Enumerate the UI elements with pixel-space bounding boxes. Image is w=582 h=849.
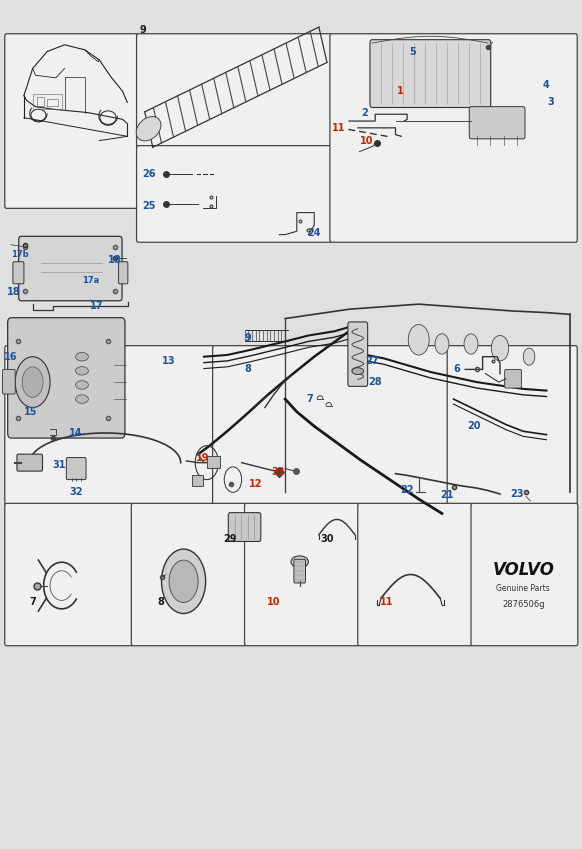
Circle shape [491,335,509,361]
Bar [192,475,203,486]
Text: 9: 9 [140,25,146,36]
Text: 11: 11 [332,123,345,132]
Circle shape [15,357,50,408]
Text: 32: 32 [69,487,83,498]
FancyBboxPatch shape [17,454,42,471]
FancyBboxPatch shape [244,503,360,646]
FancyBboxPatch shape [505,369,521,388]
Text: 19: 19 [196,453,210,464]
Text: 11: 11 [380,598,393,608]
FancyBboxPatch shape [19,236,122,301]
FancyBboxPatch shape [469,107,525,139]
Text: 7: 7 [29,598,36,608]
Text: VOLVO: VOLVO [492,561,554,579]
Ellipse shape [76,367,88,375]
FancyBboxPatch shape [5,503,133,646]
FancyBboxPatch shape [330,34,577,242]
Text: 13: 13 [162,356,176,366]
Text: 31: 31 [52,460,66,470]
Text: 2876506g: 2876506g [502,599,545,609]
Circle shape [169,560,198,603]
Text: 10: 10 [267,598,281,608]
Text: 24: 24 [307,228,321,238]
FancyBboxPatch shape [447,346,577,505]
Text: 3: 3 [548,98,555,108]
Circle shape [162,549,205,614]
Text: 23: 23 [510,489,524,499]
Text: 20: 20 [467,421,481,431]
Text: 18: 18 [6,287,20,297]
Text: 5: 5 [410,47,416,57]
Text: 1: 1 [397,87,403,97]
Ellipse shape [76,395,88,403]
FancyBboxPatch shape [358,503,473,646]
Text: 29: 29 [223,534,237,544]
Bar [33,94,62,110]
Text: 17a: 17a [82,276,100,285]
FancyBboxPatch shape [13,261,24,284]
Ellipse shape [76,352,88,361]
Circle shape [523,348,535,365]
FancyBboxPatch shape [5,346,214,505]
FancyBboxPatch shape [5,34,139,208]
Text: 6: 6 [453,364,460,374]
FancyBboxPatch shape [2,369,15,394]
Text: 21: 21 [440,490,453,500]
FancyBboxPatch shape [212,346,448,505]
Text: 17: 17 [90,301,103,311]
Text: 30: 30 [321,534,334,544]
Circle shape [435,334,449,354]
FancyBboxPatch shape [137,34,332,149]
FancyBboxPatch shape [228,513,261,542]
Text: 27: 27 [365,356,379,366]
FancyBboxPatch shape [294,559,306,583]
Text: 12: 12 [250,479,263,489]
Ellipse shape [291,556,308,568]
Circle shape [464,334,478,354]
Text: Genuine Parts: Genuine Parts [496,584,550,593]
Bar [207,456,219,468]
FancyBboxPatch shape [471,503,578,646]
FancyBboxPatch shape [132,503,246,646]
FancyBboxPatch shape [66,458,86,480]
Text: 14: 14 [69,428,83,438]
FancyBboxPatch shape [8,318,125,438]
Text: 28: 28 [368,377,382,387]
Text: 2: 2 [361,108,368,117]
Text: 18: 18 [108,255,122,265]
Text: 9: 9 [244,333,251,343]
Text: 16: 16 [5,351,18,362]
FancyBboxPatch shape [137,146,332,242]
Text: 15: 15 [24,407,38,417]
Ellipse shape [136,116,161,141]
FancyBboxPatch shape [119,261,128,284]
Ellipse shape [76,380,88,389]
Text: 4: 4 [543,81,550,91]
Text: 26: 26 [142,169,155,178]
Circle shape [409,324,429,355]
Text: 8: 8 [157,598,164,608]
Text: 7: 7 [306,394,313,404]
Text: 22: 22 [400,485,414,495]
Text: 25: 25 [142,201,155,211]
FancyBboxPatch shape [370,40,491,108]
Text: 10: 10 [360,136,374,145]
Circle shape [22,367,43,397]
Text: 8: 8 [244,363,251,374]
Text: 17b: 17b [11,250,29,260]
FancyBboxPatch shape [348,322,368,386]
Ellipse shape [352,368,364,374]
Text: 33: 33 [271,467,285,477]
